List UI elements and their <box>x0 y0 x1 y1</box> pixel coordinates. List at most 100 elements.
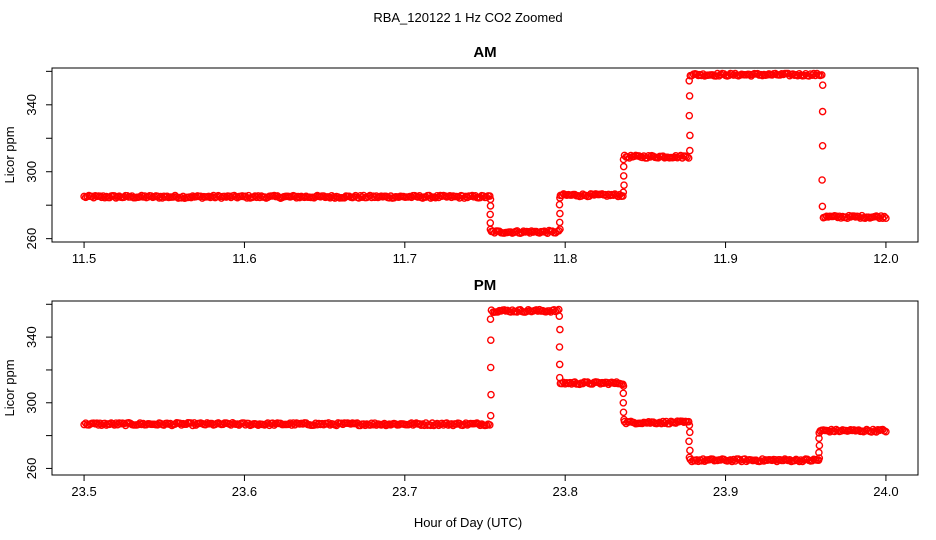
am-data-point <box>555 218 564 227</box>
am-data-point <box>818 107 827 116</box>
pm-data-point <box>620 415 628 424</box>
am-y-tick-label: 300 <box>24 161 39 183</box>
pm-data-point <box>493 308 502 316</box>
pm-x-tick-label: 24.0 <box>873 484 898 499</box>
am-data-point <box>555 226 563 235</box>
am-data-point <box>685 92 694 100</box>
pm-data-point <box>555 312 564 321</box>
am-data-point <box>556 209 564 218</box>
am-data-point <box>728 70 736 78</box>
am-y-tick-label: 260 <box>24 228 39 250</box>
am-x-tick-label: 11.7 <box>393 251 417 266</box>
am-data-point <box>619 155 628 164</box>
pm-x-tick-label: 23.6 <box>232 484 257 499</box>
pm-data-point <box>619 398 628 407</box>
am-data-point <box>880 212 889 221</box>
am-data-point <box>619 172 628 180</box>
pm-data-point <box>556 325 564 334</box>
pm-data-point <box>239 419 248 427</box>
pm-data-point <box>685 421 694 430</box>
am-data-point <box>620 181 628 189</box>
pm-data-points <box>80 305 890 466</box>
pm-y-tick-label: 260 <box>24 458 39 480</box>
pm-data-point <box>619 382 628 390</box>
am-data-point <box>685 111 694 120</box>
am-data-point <box>670 153 679 162</box>
pm-x-tick-label: 23.5 <box>71 484 96 499</box>
am-y-axis-label: Licor ppm <box>2 126 17 183</box>
pm-data-point <box>555 360 564 369</box>
am-data-point <box>619 188 628 197</box>
am-data-point <box>619 162 628 171</box>
pm-x-tick-label: 23.7 <box>392 484 417 499</box>
pm-y-axis-label: Licor ppm <box>2 359 17 416</box>
figure-title: RBA_120122 1 Hz CO2 Zoomed <box>373 10 562 25</box>
am-x-tick-label: 11.8 <box>553 251 577 266</box>
pm-data-point <box>686 428 694 437</box>
am-data-point <box>686 131 694 140</box>
pm-data-point <box>486 363 495 372</box>
pm-data-point <box>686 446 694 455</box>
pm-data-point <box>685 437 693 446</box>
pm-data-point <box>882 427 890 436</box>
am-panel-title: AM <box>473 44 496 61</box>
am-data-point <box>878 214 887 222</box>
pm-data-point <box>815 448 823 457</box>
am-x-tick-label: 12.0 <box>873 251 898 266</box>
pm-data-point <box>535 305 544 314</box>
am-data-points <box>80 69 890 237</box>
pm-x-tick-label: 23.9 <box>713 484 738 499</box>
pm-data-point <box>619 389 628 398</box>
am-data-point <box>818 176 826 184</box>
pm-data-point <box>550 305 558 314</box>
pm-data-point <box>486 315 495 324</box>
pm-data-point <box>815 454 824 462</box>
pm-data-point <box>486 336 495 345</box>
pm-data-point <box>555 373 564 382</box>
pm-data-point <box>685 453 694 462</box>
am-y-tick-label: 340 <box>24 94 39 116</box>
pm-data-point <box>177 421 186 429</box>
am-data-point <box>685 77 694 85</box>
am-data-point <box>556 194 564 202</box>
pm-data-point <box>619 408 628 417</box>
pm-panel-title: PM <box>474 277 497 294</box>
pm-data-point <box>487 390 495 399</box>
am-data-point <box>619 192 627 200</box>
am-data-point <box>555 200 564 209</box>
am-panel: AM 11.5 11.6 11.7 11.8 11.9 12.0 260 300 340 Licor… <box>2 44 919 266</box>
pm-y-tick-label: 340 <box>24 326 39 348</box>
pm-data-point <box>361 421 370 430</box>
am-x-tick-label: 11.9 <box>713 251 737 266</box>
am-data-point <box>818 71 826 79</box>
am-x-tick-label: 11.6 <box>232 251 256 266</box>
pm-data-point <box>795 457 804 466</box>
am-data-point <box>486 219 495 227</box>
pm-data-point <box>485 421 494 429</box>
am-data-point <box>684 154 693 162</box>
pm-data-point <box>815 441 824 450</box>
pm-data-point <box>815 434 823 443</box>
am-data-point <box>818 141 827 150</box>
am-data-point <box>882 214 890 222</box>
am-data-point <box>485 192 494 200</box>
am-x-tick-label: 11.5 <box>72 251 96 266</box>
pm-plot-frame <box>51 300 919 476</box>
am-plot-frame <box>51 67 919 243</box>
figure-x-label: Hour of Day (UTC) <box>414 515 522 530</box>
am-data-point <box>486 202 495 210</box>
pm-data-point <box>684 417 693 426</box>
pm-data-point <box>815 429 824 437</box>
am-data-point <box>818 81 827 89</box>
am-data-point <box>486 225 495 234</box>
pm-data-point <box>324 419 333 427</box>
am-data-point <box>614 192 622 201</box>
am-data-point <box>486 210 495 219</box>
pm-panel: PM 23.5 23.6 23.7 23.8 23.9 24.0 260 300 340 Licor… <box>2 277 919 499</box>
pm-x-tick-label: 23.8 <box>553 484 578 499</box>
pm-data-point <box>555 343 564 351</box>
pm-data-point <box>486 411 495 420</box>
pm-y-tick-label: 300 <box>24 392 39 414</box>
am-data-point <box>672 151 680 160</box>
